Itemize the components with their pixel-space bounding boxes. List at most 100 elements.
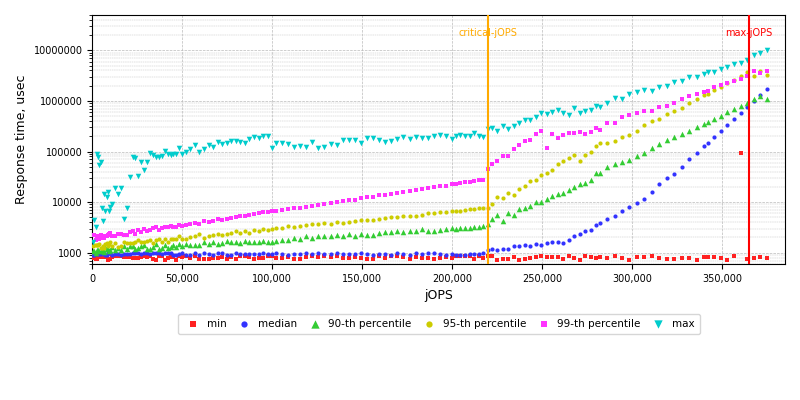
90-th percentile — [90, 247, 103, 254]
median — [410, 250, 422, 257]
median — [534, 242, 547, 249]
min — [708, 254, 721, 260]
max — [135, 159, 148, 165]
max — [99, 207, 112, 214]
95-th percentile — [94, 245, 107, 251]
99-th percentile — [486, 160, 498, 167]
90-th percentile — [330, 232, 343, 238]
90-th percentile — [114, 246, 127, 253]
min — [623, 256, 636, 263]
90-th percentile — [434, 227, 446, 233]
95-th percentile — [702, 90, 714, 97]
90-th percentile — [129, 246, 142, 253]
max — [721, 64, 734, 70]
min — [463, 252, 476, 259]
95-th percentile — [354, 217, 367, 224]
99-th percentile — [568, 130, 581, 137]
max — [275, 140, 288, 146]
99-th percentile — [193, 221, 206, 227]
min — [294, 256, 306, 262]
max — [675, 78, 688, 84]
min — [410, 254, 422, 260]
min — [275, 255, 288, 262]
95-th percentile — [179, 235, 192, 242]
90-th percentile — [584, 177, 597, 184]
max — [698, 70, 710, 77]
median — [150, 250, 162, 256]
95-th percentile — [95, 244, 108, 251]
median — [173, 251, 186, 258]
99-th percentile — [578, 131, 591, 138]
median — [230, 250, 242, 256]
max — [584, 106, 597, 113]
90-th percentile — [342, 231, 355, 237]
99-th percentile — [312, 202, 325, 208]
95-th percentile — [608, 138, 621, 144]
max — [100, 194, 113, 201]
median — [638, 196, 650, 202]
max — [524, 117, 537, 124]
90-th percentile — [668, 134, 681, 140]
95-th percentile — [562, 155, 575, 161]
median — [653, 180, 666, 187]
max — [262, 133, 274, 140]
99-th percentile — [410, 187, 422, 194]
max — [482, 126, 494, 132]
99-th percentile — [702, 88, 714, 94]
min — [234, 253, 246, 260]
99-th percentile — [446, 181, 458, 188]
min — [518, 256, 531, 262]
median — [385, 252, 398, 258]
max — [92, 153, 105, 160]
99-th percentile — [761, 68, 774, 74]
90-th percentile — [102, 246, 114, 252]
median — [98, 251, 110, 258]
max — [312, 145, 325, 152]
max — [270, 140, 282, 146]
max — [111, 191, 124, 198]
90-th percentile — [164, 243, 177, 250]
median — [266, 251, 278, 257]
min — [238, 253, 251, 259]
min — [534, 253, 547, 259]
min — [193, 256, 206, 263]
95-th percentile — [238, 228, 251, 234]
max — [193, 149, 206, 155]
median — [568, 233, 581, 240]
95-th percentile — [446, 208, 458, 214]
99-th percentile — [653, 104, 666, 110]
max — [324, 140, 337, 147]
90-th percentile — [102, 248, 115, 254]
max — [373, 137, 386, 143]
median — [450, 252, 462, 258]
median — [111, 251, 124, 257]
99-th percentile — [243, 212, 256, 218]
max — [391, 135, 404, 142]
99-th percentile — [573, 129, 586, 136]
95-th percentile — [275, 225, 288, 232]
median — [546, 239, 558, 245]
min — [129, 255, 142, 262]
90-th percentile — [616, 158, 629, 165]
99-th percentile — [257, 209, 270, 216]
90-th percentile — [573, 181, 586, 187]
90-th percentile — [243, 238, 256, 245]
90-th percentile — [754, 93, 767, 99]
99-th percentile — [138, 226, 150, 232]
99-th percentile — [601, 120, 614, 126]
median — [270, 250, 282, 256]
median — [104, 250, 117, 256]
95-th percentile — [92, 242, 105, 248]
min — [138, 252, 150, 259]
99-th percentile — [93, 236, 106, 242]
Y-axis label: Response time, usec: Response time, usec — [15, 75, 28, 204]
90-th percentile — [306, 235, 318, 241]
95-th percentile — [728, 76, 741, 83]
max — [682, 74, 695, 81]
99-th percentile — [252, 210, 265, 217]
min — [98, 254, 110, 260]
99-th percentile — [132, 227, 145, 233]
min — [702, 254, 714, 260]
95-th percentile — [361, 217, 374, 224]
99-th percentile — [741, 73, 754, 79]
